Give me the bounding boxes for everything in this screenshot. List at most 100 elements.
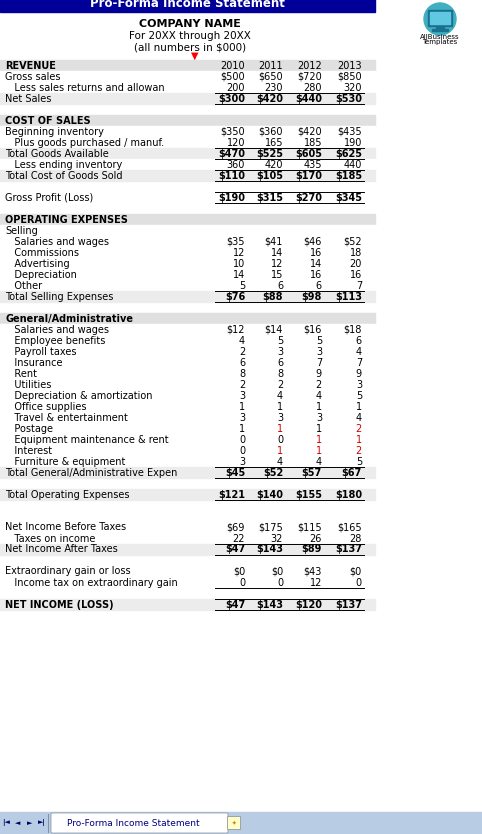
Text: 0: 0: [277, 435, 283, 445]
Text: 16: 16: [350, 269, 362, 279]
Text: Postage: Postage: [5, 424, 53, 434]
Text: 1: 1: [239, 424, 245, 434]
Text: 6: 6: [277, 358, 283, 368]
Text: $190: $190: [218, 193, 245, 203]
Text: COST OF SALES: COST OF SALES: [5, 115, 91, 125]
Text: 0: 0: [356, 577, 362, 587]
Bar: [0, 445, 375, 456]
Text: 320: 320: [344, 83, 362, 93]
Text: 1: 1: [356, 435, 362, 445]
Text: 4: 4: [316, 456, 322, 466]
Bar: [0, 346, 375, 357]
Circle shape: [424, 3, 456, 35]
Text: $110: $110: [218, 170, 245, 180]
Text: $137: $137: [335, 545, 362, 555]
Text: 12: 12: [309, 577, 322, 587]
Text: 2010: 2010: [220, 61, 245, 71]
Text: 8: 8: [239, 369, 245, 379]
Text: 5: 5: [356, 456, 362, 466]
Text: $720: $720: [297, 72, 322, 82]
Text: 3: 3: [239, 390, 245, 400]
Bar: [0, 368, 375, 379]
Text: 1: 1: [277, 445, 283, 455]
Text: $350: $350: [220, 127, 245, 137]
Text: Payroll taxes: Payroll taxes: [5, 346, 77, 356]
Text: $57: $57: [302, 468, 322, 478]
Text: Total Operating Expenses: Total Operating Expenses: [5, 490, 130, 500]
Bar: [0, 467, 375, 478]
Text: Total Goods Available: Total Goods Available: [5, 148, 109, 158]
Bar: [0, 126, 375, 137]
Text: $180: $180: [335, 490, 362, 500]
Text: 2: 2: [239, 379, 245, 389]
Text: 14: 14: [310, 259, 322, 269]
Text: Advertising: Advertising: [5, 259, 69, 269]
Text: $605: $605: [295, 148, 322, 158]
Bar: [0, 60, 375, 71]
Text: $45: $45: [225, 468, 245, 478]
Text: Net Income Before Taxes: Net Income Before Taxes: [5, 522, 126, 532]
Text: 16: 16: [310, 269, 322, 279]
Text: Equipment maintenance & rent: Equipment maintenance & rent: [5, 435, 169, 445]
Text: REVENUE: REVENUE: [5, 61, 56, 71]
Text: 1: 1: [316, 435, 322, 445]
Bar: [430, 12, 450, 24]
FancyBboxPatch shape: [51, 813, 228, 833]
Text: 9: 9: [356, 369, 362, 379]
Text: 3: 3: [239, 413, 245, 423]
Text: 1: 1: [316, 445, 322, 455]
Bar: [0, 159, 375, 170]
Text: $137: $137: [335, 600, 362, 610]
Text: 6: 6: [277, 280, 283, 290]
Text: Less sales returns and allowan: Less sales returns and allowan: [5, 83, 165, 93]
Text: $435: $435: [337, 127, 362, 137]
Bar: [0, 214, 375, 225]
Text: For 20XX through 20XX: For 20XX through 20XX: [129, 31, 251, 41]
Text: Office supplies: Office supplies: [5, 401, 86, 411]
Text: 3: 3: [277, 413, 283, 423]
Text: 4: 4: [277, 456, 283, 466]
Text: $88: $88: [263, 292, 283, 302]
Text: 6: 6: [356, 335, 362, 345]
Bar: [0, 280, 375, 291]
Text: Furniture & equipment: Furniture & equipment: [5, 456, 125, 466]
Text: $0: $0: [350, 566, 362, 576]
Text: 1: 1: [277, 401, 283, 411]
Text: $115: $115: [297, 522, 322, 532]
Bar: [0, 71, 375, 82]
Text: 185: 185: [304, 138, 322, 148]
Bar: [0, 577, 375, 588]
Text: $52: $52: [263, 468, 283, 478]
Text: $0: $0: [271, 566, 283, 576]
Text: $35: $35: [227, 237, 245, 247]
Bar: [432, 29, 448, 31]
Text: Travel & entertainment: Travel & entertainment: [5, 413, 128, 423]
Text: 5: 5: [356, 390, 362, 400]
Text: $18: $18: [344, 324, 362, 334]
Text: $113: $113: [335, 292, 362, 302]
Bar: [0, 137, 375, 148]
Text: 4: 4: [239, 335, 245, 345]
Bar: [0, 599, 375, 610]
Text: $525: $525: [256, 148, 283, 158]
Text: 5: 5: [239, 280, 245, 290]
Text: |◄: |◄: [2, 820, 10, 826]
Text: $165: $165: [337, 522, 362, 532]
Text: $89: $89: [302, 545, 322, 555]
Text: Income tax on extraordinary gain: Income tax on extraordinary gain: [5, 577, 178, 587]
Text: 5: 5: [316, 335, 322, 345]
Text: $420: $420: [297, 127, 322, 137]
Text: 16: 16: [310, 248, 322, 258]
Text: 440: 440: [344, 159, 362, 169]
Bar: [0, 357, 375, 368]
Text: $345: $345: [335, 193, 362, 203]
Text: 0: 0: [239, 577, 245, 587]
Text: $12: $12: [227, 324, 245, 334]
Bar: [0, 489, 375, 500]
Text: Less ending inventory: Less ending inventory: [5, 159, 122, 169]
Text: ✦: ✦: [232, 821, 236, 826]
Text: $440: $440: [295, 93, 322, 103]
Text: ►: ►: [27, 820, 33, 826]
Text: $14: $14: [265, 324, 283, 334]
Text: $121: $121: [218, 490, 245, 500]
